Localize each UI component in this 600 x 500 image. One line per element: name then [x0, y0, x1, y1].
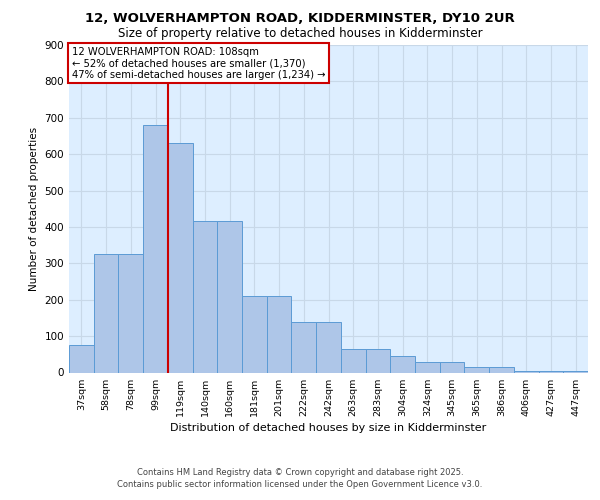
Bar: [217, 222, 242, 372]
Bar: [514, 370, 539, 372]
Bar: [464, 367, 489, 372]
Bar: [118, 254, 143, 372]
Bar: [267, 296, 292, 372]
Text: 12, WOLVERHAMPTON ROAD, KIDDERMINSTER, DY10 2UR: 12, WOLVERHAMPTON ROAD, KIDDERMINSTER, D…: [85, 12, 515, 26]
Bar: [341, 349, 365, 372]
Bar: [292, 322, 316, 372]
Bar: [69, 345, 94, 372]
Y-axis label: Number of detached properties: Number of detached properties: [29, 126, 39, 291]
Bar: [168, 143, 193, 372]
Bar: [563, 370, 588, 372]
Bar: [415, 362, 440, 372]
Text: Contains HM Land Registry data © Crown copyright and database right 2025.
Contai: Contains HM Land Registry data © Crown c…: [118, 468, 482, 489]
Bar: [143, 125, 168, 372]
Bar: [539, 370, 563, 372]
X-axis label: Distribution of detached houses by size in Kidderminster: Distribution of detached houses by size …: [170, 422, 487, 432]
Bar: [440, 362, 464, 372]
Bar: [489, 367, 514, 372]
Bar: [242, 296, 267, 372]
Bar: [316, 322, 341, 372]
Text: 12 WOLVERHAMPTON ROAD: 108sqm
← 52% of detached houses are smaller (1,370)
47% o: 12 WOLVERHAMPTON ROAD: 108sqm ← 52% of d…: [71, 46, 325, 80]
Text: Size of property relative to detached houses in Kidderminster: Size of property relative to detached ho…: [118, 28, 482, 40]
Bar: [390, 356, 415, 372]
Bar: [193, 222, 217, 372]
Bar: [365, 349, 390, 372]
Bar: [94, 254, 118, 372]
